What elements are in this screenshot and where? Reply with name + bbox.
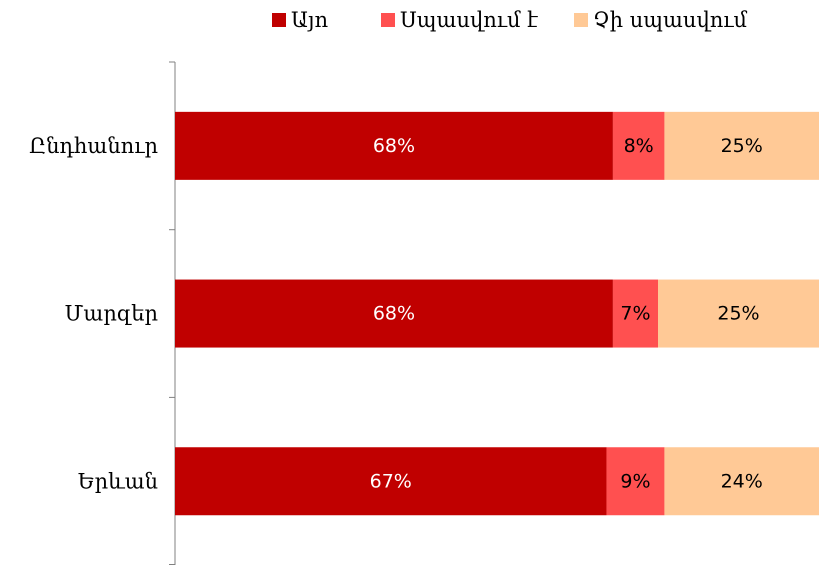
data-label: 25% <box>717 303 759 325</box>
legend-label: Սպասվում է <box>400 8 538 32</box>
data-label: 9% <box>620 470 650 492</box>
bar-segment <box>664 111 819 180</box>
category-label: Մարզեր <box>65 302 158 326</box>
legend-swatch <box>381 13 395 27</box>
legend: Այո Սպասվում է Չի սպասվում <box>272 8 747 32</box>
bars <box>175 111 819 516</box>
data-label: 7% <box>620 303 650 325</box>
bar-segment <box>606 447 665 516</box>
bar-segment <box>175 279 613 348</box>
bar-segment <box>658 279 819 348</box>
bar-segment <box>664 447 819 516</box>
legend-swatch <box>574 13 588 27</box>
data-labels: 68% 8% 25% 68% 7% 25% 67% 9% 24% <box>370 135 763 492</box>
bar-segment <box>175 447 607 516</box>
data-label: 68% <box>373 135 415 157</box>
data-label: 24% <box>721 470 763 492</box>
category-label: Ընդհանուր <box>29 134 158 158</box>
bar-segment <box>612 279 658 348</box>
bar-segment <box>612 111 665 180</box>
data-label: 8% <box>624 135 654 157</box>
data-label: 68% <box>373 303 415 325</box>
bar-segment <box>175 111 613 180</box>
legend-swatch <box>272 13 286 27</box>
data-label: 25% <box>721 135 763 157</box>
category-axis-ticks <box>169 61 175 565</box>
category-label: Երևան <box>78 469 158 493</box>
data-label: 67% <box>370 470 412 492</box>
legend-label: Այո <box>291 8 329 32</box>
category-labels: Ընդհանուր Մարզեր Երևան <box>29 134 158 493</box>
legend-label: Չի սպասվում <box>593 8 747 32</box>
